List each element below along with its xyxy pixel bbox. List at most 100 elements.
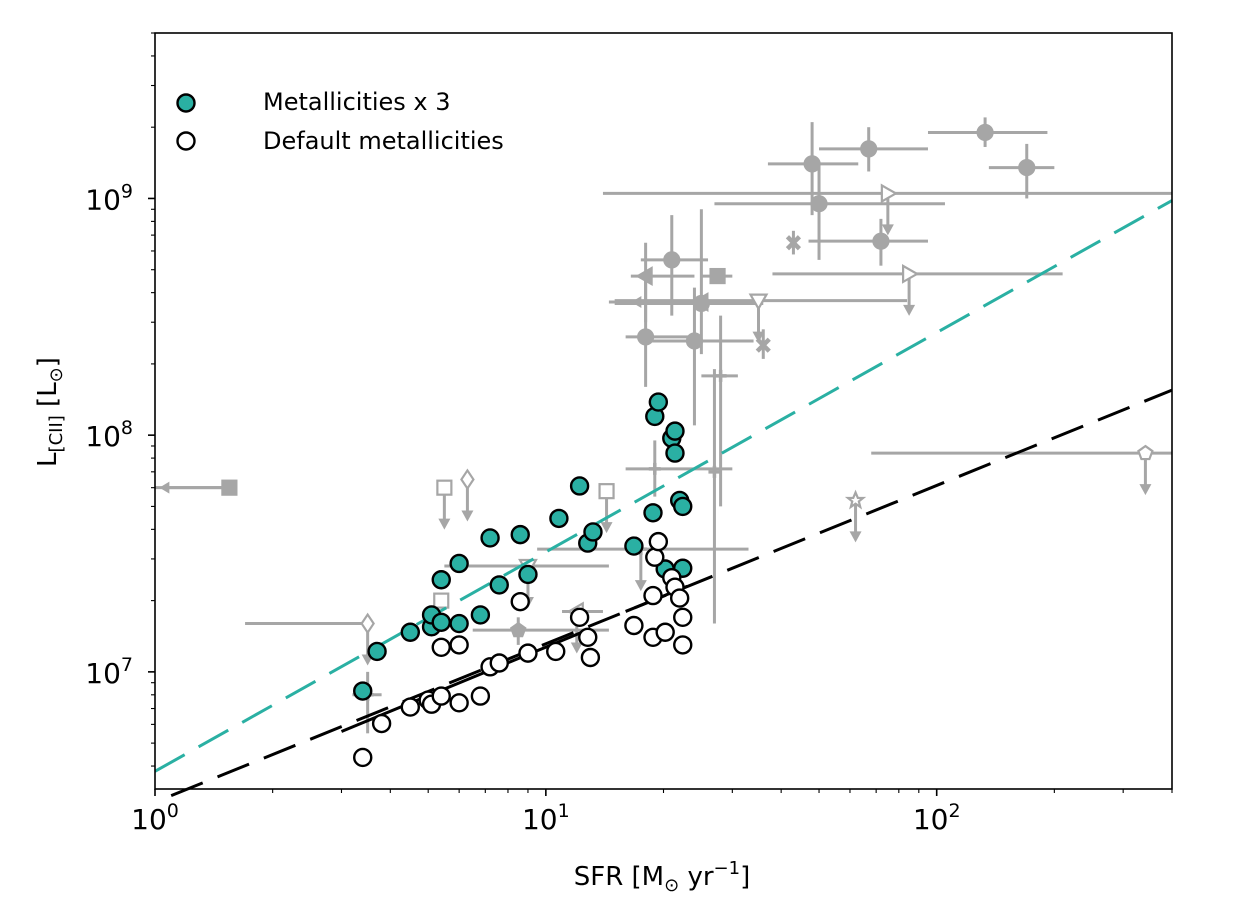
teal-point-10 <box>480 528 500 548</box>
ref-arrow-head <box>752 331 765 343</box>
ref-marker-circle <box>872 232 890 250</box>
ref-marker-triangle-right <box>880 183 899 204</box>
teal-point-19 <box>643 503 663 523</box>
ref-marker-circle <box>1018 159 1036 177</box>
teal-point-11 <box>489 575 509 595</box>
legend: Metallicities x 3 Default metallicities <box>176 88 504 155</box>
reference-point-23 <box>785 230 802 255</box>
legend-label-filled: Metallicities x 3 <box>263 88 451 116</box>
open-point-28 <box>673 635 693 655</box>
teal-point-12 <box>510 524 530 545</box>
open-point-11 <box>489 653 509 673</box>
open-point-12 <box>510 591 530 612</box>
reference-point-15 <box>630 242 695 323</box>
reference-point-5 <box>433 592 450 609</box>
legend-marker-open <box>176 131 196 151</box>
fit-line-0 <box>154 199 1173 773</box>
reference-point-17 <box>614 209 764 355</box>
ref-arrow-head <box>881 224 894 236</box>
teal-point-9 <box>470 605 491 625</box>
open-point-5 <box>431 686 451 706</box>
y-tick-label-2: 109 <box>85 180 133 216</box>
open-point-0 <box>353 747 373 768</box>
reference-point-3 <box>598 483 615 534</box>
teal-point-13 <box>518 564 538 585</box>
open-point-16 <box>578 627 598 647</box>
ref-marker-x <box>755 337 771 353</box>
teal-point-24 <box>665 421 685 441</box>
teal-point-18 <box>624 536 644 556</box>
reference-point-32 <box>844 489 867 543</box>
teal-point-25 <box>665 443 685 463</box>
ref-marker-triangle-right <box>902 264 920 284</box>
y-tick-label-1: 108 <box>85 417 133 453</box>
ref-marker-circle <box>663 251 681 269</box>
open-point-21 <box>645 547 665 567</box>
fit-lines-layer <box>154 199 1173 798</box>
ref-arrow-head <box>600 522 613 534</box>
teal-point-27 <box>673 496 693 517</box>
open-point-13 <box>518 643 538 663</box>
reference-point-27 <box>808 218 928 266</box>
teal-point-15 <box>569 476 590 496</box>
teal-point-7 <box>449 613 469 634</box>
ref-marker-square <box>433 592 450 609</box>
reference-point-28 <box>602 183 1172 236</box>
y-tick-labels: 107 108 109 <box>85 180 133 689</box>
ref-marker-square <box>221 479 238 496</box>
teal-point-17 <box>583 522 603 542</box>
reference-point-22 <box>755 329 771 359</box>
reference-point-33 <box>871 444 1172 496</box>
reference-point-19 <box>701 267 733 285</box>
open-point-26 <box>669 588 690 608</box>
teal-point-8 <box>449 553 469 574</box>
reference-point-31 <box>988 143 1055 199</box>
ref-marker-diamond <box>360 612 375 635</box>
fit-line-1 <box>170 388 1173 798</box>
teal-point-0 <box>353 681 373 701</box>
reference-point-18 <box>645 287 754 426</box>
reference-point-7 <box>472 617 609 645</box>
reference-point-29 <box>772 264 1063 316</box>
open-point-23 <box>655 622 675 642</box>
reference-point-2 <box>460 468 475 522</box>
x-axis-label: SFR [M⊙ yr−1] <box>574 858 751 896</box>
open-point-22 <box>648 531 669 552</box>
reference-point-25 <box>714 163 945 260</box>
ref-arrow-head <box>159 481 170 494</box>
reference-point-21 <box>614 293 908 343</box>
open-point-6 <box>431 637 451 657</box>
reference-point-13 <box>701 315 738 507</box>
reference-point-26 <box>819 127 928 172</box>
teal-point-2 <box>400 622 421 642</box>
reference-points-layer <box>155 117 1172 734</box>
ref-arrow-head <box>438 518 451 530</box>
ref-marker-triangle-left <box>635 266 653 286</box>
ref-arrow-head <box>903 304 916 316</box>
ref-marker-triangle-down <box>748 293 769 311</box>
reference-point-12 <box>708 369 721 624</box>
open-point-9 <box>470 686 491 706</box>
ref-marker-x <box>785 235 802 251</box>
ref-marker-pentagon <box>509 621 527 638</box>
ref-marker-circle <box>860 140 878 158</box>
ref-marker-square <box>598 483 615 500</box>
open-point-18 <box>624 615 644 636</box>
ref-marker-circle <box>810 195 828 213</box>
axis-ticks <box>148 32 1173 796</box>
open-point-14 <box>546 641 566 662</box>
open-point-1 <box>371 713 392 734</box>
x-tick-labels: 100 101 102 <box>131 800 960 836</box>
model-points-layer <box>353 392 693 768</box>
ref-marker-pentagon <box>1137 444 1154 461</box>
open-point-15 <box>569 607 590 628</box>
open-point-8 <box>449 635 469 655</box>
reference-point-14 <box>625 280 695 387</box>
reference-point-0 <box>155 479 238 496</box>
open-point-27 <box>673 607 693 628</box>
ref-marker-circle <box>976 123 994 142</box>
teal-point-6 <box>431 570 451 590</box>
ref-arrow-head <box>570 642 583 654</box>
legend-marker-filled <box>176 93 196 113</box>
